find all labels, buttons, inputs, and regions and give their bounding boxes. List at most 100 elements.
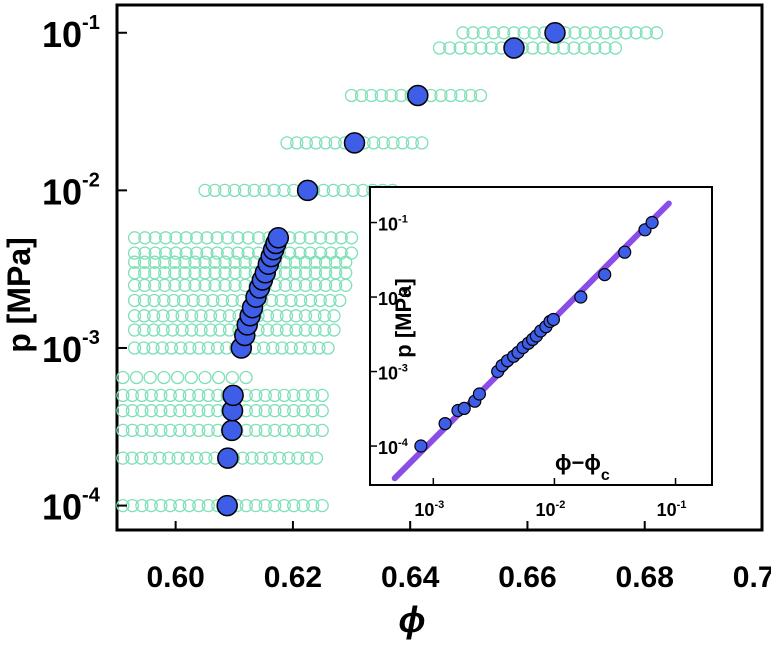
background-point [290, 136, 304, 150]
background-point [299, 136, 313, 150]
background-point [192, 404, 206, 418]
background-point [527, 26, 541, 40]
average-point [343, 132, 366, 154]
background-point [184, 370, 198, 385]
background-point [227, 183, 242, 198]
background-point [153, 451, 167, 465]
background-point [147, 293, 161, 308]
inset-point [472, 387, 486, 401]
background-point [284, 341, 298, 355]
background-point [175, 323, 189, 337]
background-point [334, 231, 348, 245]
background-point [208, 183, 222, 198]
background-point [127, 323, 142, 337]
background-point [156, 309, 170, 323]
main-average-points [216, 22, 566, 517]
background-point [137, 323, 151, 337]
background-point [270, 323, 284, 337]
background-point [198, 183, 212, 198]
background-point [289, 323, 303, 337]
background-point [184, 323, 199, 337]
background-point [182, 388, 196, 403]
background-point [315, 423, 329, 438]
background-point [287, 404, 301, 418]
background-point [279, 309, 294, 323]
background-point [192, 423, 206, 438]
background-point [258, 388, 272, 403]
background-point [327, 323, 341, 337]
background-point [588, 26, 602, 40]
background-point [298, 323, 313, 337]
inset-point [414, 439, 428, 453]
background-point [268, 388, 282, 403]
inset-x-ticks: 10-3 10-2 10-1 [414, 478, 686, 520]
background-point [344, 88, 359, 103]
background-point [291, 451, 305, 465]
background-point [317, 323, 332, 337]
inset-point [574, 290, 588, 304]
average-point [217, 447, 239, 469]
background-point [116, 388, 130, 403]
background-point [148, 266, 162, 280]
background-point [163, 388, 177, 403]
background-point [288, 266, 303, 280]
background-point [619, 26, 633, 40]
background-point [313, 246, 328, 260]
main-x-axis-label: ϕ [398, 599, 425, 640]
background-point [463, 88, 478, 103]
x-tick-label: 0.60 [146, 561, 204, 594]
background-point [144, 423, 158, 438]
background-point [294, 293, 308, 308]
background-point [277, 423, 291, 438]
background-point [249, 498, 263, 513]
background-point [376, 136, 391, 150]
background-point [154, 498, 168, 513]
background-point [334, 246, 348, 260]
background-point [463, 41, 478, 55]
background-point [454, 88, 468, 103]
background-point [258, 423, 272, 438]
background-point [134, 451, 148, 465]
background-point [165, 309, 180, 323]
background-point [182, 404, 196, 418]
background-point [328, 266, 343, 280]
background-point [344, 246, 359, 260]
background-point [318, 266, 333, 280]
background-point [146, 341, 160, 355]
background-point [225, 293, 239, 308]
background-point [196, 293, 210, 308]
background-point [598, 41, 612, 55]
background-point [249, 404, 263, 418]
background-point [188, 266, 202, 280]
x-tick-label: 0.64 [381, 561, 440, 594]
background-point [241, 231, 255, 245]
background-point [486, 26, 501, 40]
background-point [158, 246, 173, 260]
inset-point [457, 401, 471, 415]
background-point [313, 293, 327, 308]
background-point [198, 370, 212, 385]
background-point [220, 231, 235, 245]
background-point [321, 341, 335, 355]
background-point [339, 266, 353, 280]
background-point [144, 388, 158, 403]
background-point [568, 26, 582, 40]
background-point [649, 26, 664, 40]
background-point [162, 451, 176, 465]
y-tick-label: 10-2 [42, 169, 100, 212]
background-point [609, 26, 623, 40]
background-point [165, 323, 180, 337]
background-point [218, 255, 232, 269]
background-point [629, 26, 643, 40]
background-point [308, 266, 323, 280]
background-point [608, 41, 623, 55]
background-point [200, 246, 214, 260]
background-point [137, 341, 151, 355]
background-point [306, 404, 320, 418]
average-point [503, 37, 525, 59]
background-point [168, 266, 182, 280]
background-point [298, 309, 313, 323]
background-point [309, 451, 324, 465]
background-point [208, 255, 222, 269]
inset-y-tick-label: 10-3 [378, 363, 408, 384]
